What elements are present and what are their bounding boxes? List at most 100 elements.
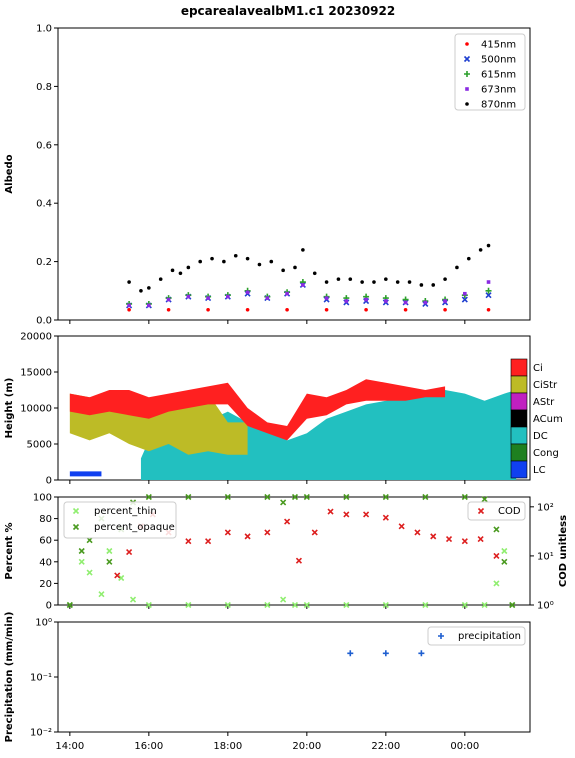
percent-point	[66, 601, 73, 609]
albedo-point	[257, 262, 262, 267]
albedo-point	[486, 280, 491, 284]
percent-point	[509, 601, 516, 609]
chart-title: epcarealavealbM1.c1 20230922	[181, 4, 395, 18]
albedo-point	[395, 280, 400, 284]
cloud-layer-ci	[69, 379, 446, 441]
percent-point	[145, 601, 152, 609]
percent-point	[343, 493, 350, 501]
albedo-point	[127, 280, 131, 284]
percent-point	[224, 601, 231, 609]
legend-marker	[477, 507, 485, 515]
precipitation-panel: 14:00 16:00 18:00 20:00 22:00 00:00 10⁻² 10⁻¹ 10…	[4, 612, 531, 752]
albedo-point	[127, 303, 131, 308]
percent-point	[422, 601, 429, 609]
percent-cod-panel: 0 20 40 60 80 100 Percent % 10⁰ 10¹ 10² COD unitle…	[4, 493, 569, 612]
albedo-point	[423, 300, 428, 305]
percent-point	[382, 601, 389, 609]
y-tick-label: 1.0	[36, 24, 52, 35]
plot-frame	[57, 27, 531, 321]
legend-label: percent_thin	[94, 506, 157, 517]
percent-point	[382, 493, 389, 501]
percent-point	[501, 558, 508, 565]
y-tick-label: 0.6	[36, 140, 52, 151]
x-tick-label: 20:00	[292, 741, 321, 752]
albedo-point	[170, 268, 175, 273]
x-tick-label: 00:00	[450, 741, 479, 752]
y-tick-label: 5000	[27, 440, 52, 451]
y-tick-label: 15000	[20, 368, 52, 379]
y-tick-label: 0.8	[36, 82, 52, 93]
legend-label: 870nm	[481, 100, 516, 111]
albedo-point	[210, 256, 214, 261]
percent-point	[264, 493, 271, 501]
percent-point	[185, 601, 192, 609]
cod-point	[382, 514, 389, 521]
percent-point	[86, 569, 93, 576]
albedo-point	[198, 259, 202, 264]
colorbar-dc	[510, 426, 528, 445]
x-tick-label: 18:00	[213, 741, 242, 752]
colorbar-label: LC	[533, 465, 546, 476]
cod-point	[185, 538, 192, 545]
albedo-point	[186, 265, 191, 270]
legend-box	[467, 501, 526, 521]
albedo-point	[186, 294, 191, 299]
colorbar-label: ACum	[533, 414, 563, 425]
legend-label: 415nm	[481, 40, 516, 51]
y-tick-label: 0.2	[36, 257, 52, 268]
percent-point	[481, 601, 488, 609]
albedo-point	[431, 283, 436, 287]
percent-point	[493, 526, 500, 533]
albedo-point	[463, 291, 467, 296]
legend-marker	[465, 87, 469, 91]
albedo-point	[139, 289, 143, 293]
percent-point	[106, 547, 113, 555]
albedo-point	[206, 296, 210, 300]
percent-point	[303, 601, 310, 609]
legend-box	[454, 33, 526, 111]
y-tick-label: 0	[46, 476, 52, 487]
precip-point	[382, 650, 389, 657]
legend-label: 673nm	[481, 85, 516, 96]
y-tick-label: 100	[33, 493, 52, 504]
legend-marker	[72, 507, 80, 515]
albedo-point	[265, 296, 270, 300]
albedo-point	[478, 248, 483, 252]
y2-tick-label: 10²	[537, 502, 554, 513]
percent-point	[461, 493, 468, 501]
percent-point	[86, 537, 93, 544]
y2-tick-label: 10¹	[537, 551, 554, 562]
percent-point	[129, 596, 137, 603]
percent-point	[303, 493, 310, 501]
percent-point	[118, 574, 125, 582]
colorbar-cong	[510, 443, 528, 462]
albedo-point	[233, 253, 238, 258]
y-tick-label: 0	[46, 601, 52, 612]
percent-point	[291, 601, 299, 609]
albedo-point	[485, 287, 492, 294]
y-tick-label: 0.0	[36, 316, 52, 327]
y-tick-label: 10000	[20, 404, 52, 415]
percent-point	[481, 496, 488, 503]
cloud-layer-dc	[140, 390, 517, 480]
y-tick-label: 10⁰	[35, 618, 52, 629]
y-tick-label: 10⁻¹	[30, 673, 52, 684]
y2-axis-label: COD unitless	[558, 515, 569, 587]
y-tick-label: 10⁻²	[30, 728, 52, 739]
legend-marker	[465, 42, 469, 46]
y-tick-label: 80	[39, 514, 52, 525]
percent-point	[224, 493, 231, 501]
legend-marker	[463, 55, 471, 63]
albedo-point	[206, 307, 210, 312]
albedo-point	[461, 296, 468, 303]
colorbar-ci	[510, 358, 528, 377]
albedo-point	[324, 307, 329, 312]
colorbar-cistr	[510, 375, 528, 394]
cod-point	[284, 518, 291, 525]
percent-point	[264, 601, 271, 609]
albedo-point	[166, 307, 171, 312]
legend-label: 500nm	[481, 55, 516, 66]
albedo-point	[466, 256, 471, 261]
percent-point	[280, 499, 287, 506]
